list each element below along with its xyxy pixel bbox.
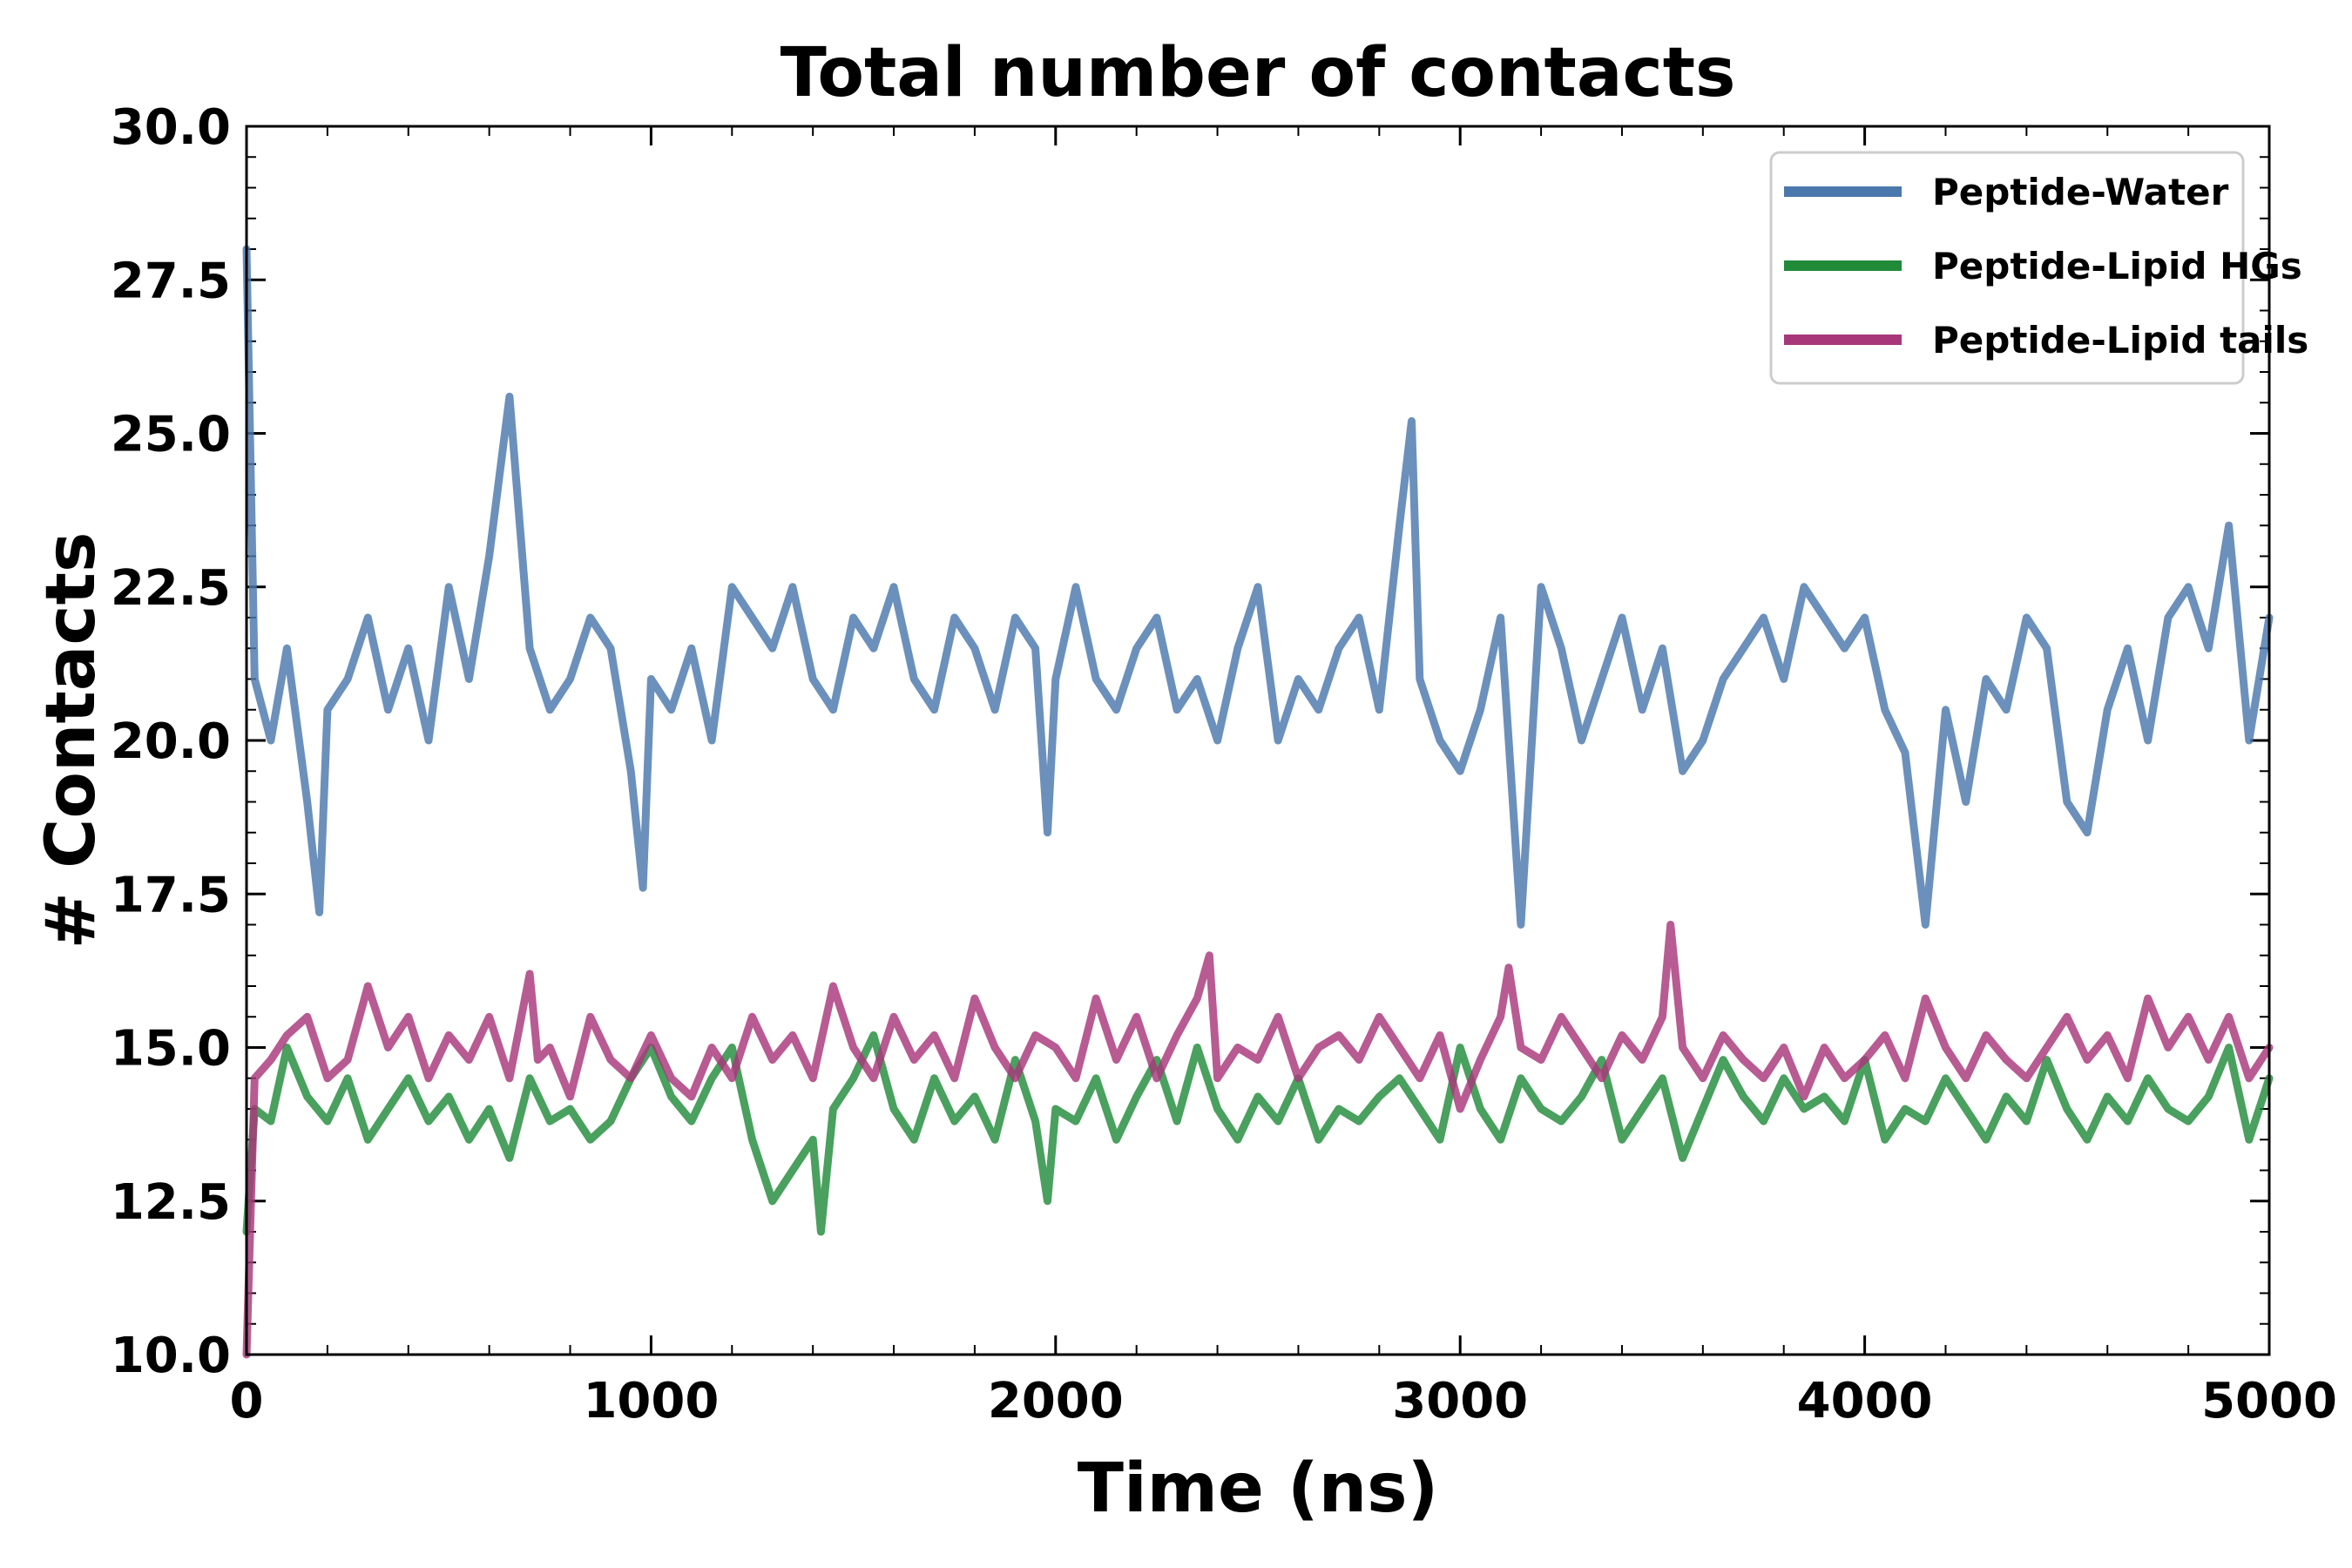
y-tick-label: 20.0 (111, 713, 231, 770)
x-tick-label: 4000 (1797, 1373, 1933, 1429)
y-tick-label: 12.5 (111, 1174, 231, 1231)
series-line-peptide-water (242, 245, 2274, 929)
x-tick-label: 3000 (1392, 1373, 1528, 1429)
x-axis-label: Time (ns) (1078, 1450, 1439, 1528)
legend: Peptide-Water Peptide-Lipid HGs Peptide-… (1769, 151, 2308, 385)
x-tick-label: 1000 (583, 1373, 719, 1429)
y-tick-label: 30.0 (111, 99, 231, 156)
legend-label-peptide-lipid-tails: Peptide-Lipid tails (1932, 319, 2308, 362)
x-tick-label: 2000 (988, 1373, 1124, 1429)
y-tick-label: 27.5 (111, 253, 231, 309)
y-axis-label: # Contacts (32, 532, 111, 950)
series-line-peptide-lipid-tails (242, 921, 2274, 1359)
x-tick-labels: 0 1000 2000 3000 4000 5000 (230, 1373, 2337, 1429)
y-tick-label: 10.0 (111, 1328, 231, 1384)
y-tick-label: 17.5 (111, 867, 231, 923)
y-tick-label: 25.0 (111, 407, 231, 463)
plot-frame (245, 125, 2271, 1356)
series-line-peptide-lipid-hgs (242, 1031, 2274, 1236)
legend-label-peptide-water: Peptide-Water (1932, 171, 2229, 213)
x-tick-label: 5000 (2201, 1373, 2337, 1429)
legend-box (1769, 151, 2245, 385)
y-tick-label: 22.5 (111, 560, 231, 617)
y-tick-labels: 10.0 12.5 15.0 17.5 20.0 22.5 25.0 27.5 30.0 (111, 99, 231, 1384)
x-tick-label: 0 (230, 1373, 264, 1429)
legend-label-peptide-lipid-hgs: Peptide-Lipid HGs (1932, 245, 2302, 287)
chart-title: Total number of contacts (781, 34, 1736, 112)
y-tick-label: 15.0 (111, 1021, 231, 1078)
series-layer (242, 245, 2274, 1359)
